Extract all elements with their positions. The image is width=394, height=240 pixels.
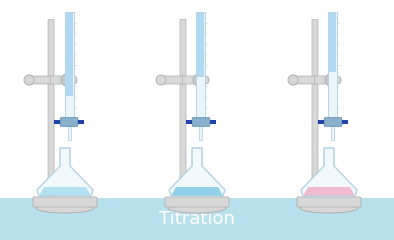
FancyBboxPatch shape: [192, 118, 210, 126]
Bar: [331, 118, 335, 140]
FancyBboxPatch shape: [50, 76, 65, 84]
Ellipse shape: [36, 203, 94, 213]
Ellipse shape: [300, 203, 358, 213]
FancyBboxPatch shape: [312, 19, 318, 205]
Bar: [199, 118, 203, 140]
FancyBboxPatch shape: [292, 76, 316, 84]
Bar: [318, 120, 324, 124]
Bar: [78, 120, 84, 124]
Bar: [186, 120, 192, 124]
FancyBboxPatch shape: [48, 19, 54, 205]
Polygon shape: [169, 148, 225, 196]
Text: Titration: Titration: [159, 210, 235, 228]
FancyBboxPatch shape: [297, 197, 361, 207]
Circle shape: [156, 75, 166, 85]
Bar: [329, 12, 338, 118]
Bar: [342, 120, 348, 124]
Bar: [197, 13, 204, 77]
FancyBboxPatch shape: [165, 197, 229, 207]
Circle shape: [69, 76, 77, 84]
Bar: [65, 12, 74, 118]
Polygon shape: [301, 148, 357, 196]
Circle shape: [201, 76, 209, 84]
Circle shape: [193, 74, 205, 86]
Circle shape: [24, 75, 34, 85]
Circle shape: [61, 74, 73, 86]
FancyBboxPatch shape: [33, 197, 97, 207]
FancyBboxPatch shape: [28, 76, 52, 84]
Circle shape: [333, 76, 341, 84]
Polygon shape: [171, 187, 223, 196]
Polygon shape: [303, 187, 355, 196]
Polygon shape: [37, 148, 93, 196]
FancyBboxPatch shape: [314, 76, 329, 84]
Bar: [0, 198, 394, 240]
Bar: [197, 12, 206, 118]
Bar: [210, 120, 216, 124]
FancyBboxPatch shape: [182, 76, 197, 84]
Bar: [67, 118, 71, 140]
Circle shape: [288, 75, 298, 85]
Circle shape: [325, 74, 337, 86]
Bar: [329, 13, 336, 72]
Bar: [54, 120, 60, 124]
FancyBboxPatch shape: [160, 76, 184, 84]
Bar: [65, 13, 72, 96]
FancyBboxPatch shape: [60, 118, 78, 126]
Polygon shape: [39, 187, 91, 196]
FancyBboxPatch shape: [180, 19, 186, 205]
Ellipse shape: [168, 203, 226, 213]
FancyBboxPatch shape: [324, 118, 342, 126]
